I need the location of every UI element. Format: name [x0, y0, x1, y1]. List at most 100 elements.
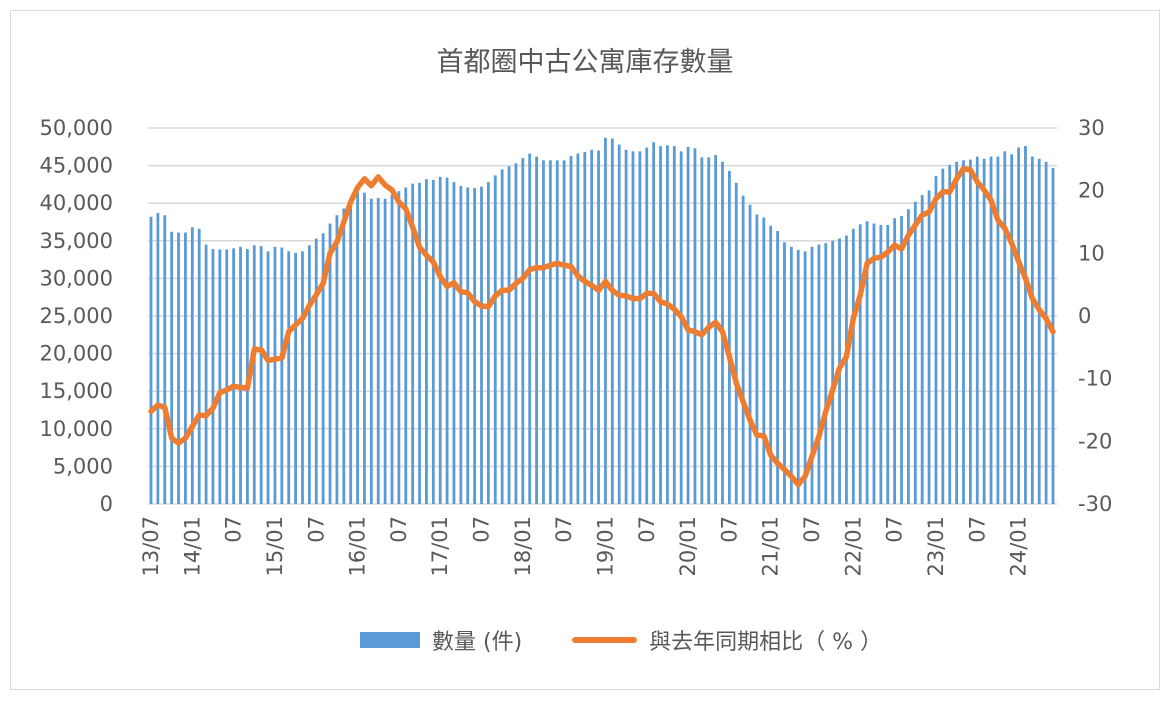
x-axis-tick-label: 20/01 [676, 516, 700, 577]
bar [301, 251, 304, 504]
bar [548, 160, 552, 504]
legend-bar-label: 數量 (件) [432, 630, 523, 655]
bar [583, 152, 587, 504]
legend-line-label: 與去年同期相比（ % ） [649, 630, 883, 655]
bar [803, 251, 807, 504]
bar [968, 159, 972, 505]
bar [411, 183, 415, 504]
bar [438, 176, 442, 504]
bar [755, 214, 759, 505]
bar [204, 244, 208, 504]
bar [445, 177, 449, 504]
bar [335, 215, 339, 504]
bar [163, 215, 167, 504]
x-axis-tick-label: 21/01 [759, 516, 783, 577]
bar [900, 215, 903, 504]
bar [1003, 151, 1007, 504]
bar [266, 251, 270, 504]
bar [920, 194, 924, 505]
bar [466, 187, 470, 504]
bar [714, 155, 718, 504]
bar [879, 225, 883, 504]
bar [913, 201, 917, 505]
x-axis-tick-label: 07 [800, 516, 824, 543]
bar [927, 190, 931, 504]
bar [693, 148, 697, 504]
bar [941, 168, 945, 504]
bar [349, 200, 353, 504]
bar [1017, 147, 1020, 504]
left-axis-tick-label: 45,000 [40, 154, 113, 178]
x-axis-tick-label: 15/01 [263, 516, 287, 577]
bar [645, 147, 649, 504]
x-axis-tick-label: 22/01 [841, 516, 865, 577]
bar [225, 249, 229, 504]
bar [528, 153, 532, 504]
x-axis-tick-label: 14/01 [180, 516, 204, 577]
bar [769, 225, 773, 504]
left-axis-tick-label: 5,000 [53, 454, 113, 478]
bar [638, 151, 642, 504]
bar [893, 218, 897, 505]
bar [232, 248, 236, 504]
bar [1024, 146, 1027, 504]
right-axis-tick-label: -20 [1078, 429, 1112, 453]
bar [376, 197, 380, 504]
bar [356, 191, 359, 505]
x-axis-tick-label: 07 [965, 516, 989, 543]
bar [314, 238, 318, 504]
yoy-line [148, 165, 1056, 488]
bar [486, 182, 490, 505]
bar [239, 246, 242, 505]
bar [727, 170, 731, 504]
left-axis-tick-label: 30,000 [40, 266, 113, 290]
bar [287, 251, 291, 504]
bar [390, 194, 394, 505]
left-axis-tick-label: 40,000 [40, 191, 113, 215]
bar [934, 176, 938, 505]
x-axis-tick-label: 07 [717, 516, 741, 543]
bar [624, 149, 628, 505]
bar [796, 249, 800, 504]
bar [679, 151, 683, 504]
x-axis-tick-label: 18/01 [511, 516, 535, 577]
bar [907, 209, 910, 504]
bar [480, 186, 483, 504]
bar [597, 150, 600, 504]
bar [273, 246, 277, 505]
bar [211, 249, 215, 504]
bar [542, 160, 545, 504]
x-axis-tick-label: 07 [883, 516, 907, 543]
bar [473, 188, 477, 504]
bar [975, 156, 979, 505]
bar [741, 195, 745, 504]
bar [459, 185, 463, 505]
bar [197, 228, 201, 504]
bar [252, 245, 256, 504]
x-axis-tick-label: 07 [387, 516, 411, 543]
chart-title: 首都圈中古公寓庫存數量 [436, 47, 734, 78]
bar [831, 240, 835, 505]
legend: 數量 (件) 與去年同期相比（ % ） [360, 624, 882, 656]
bar [369, 198, 373, 505]
bar [776, 231, 779, 505]
bar [418, 182, 421, 504]
left-axis-tick-label: 0 [100, 492, 113, 516]
bar [610, 138, 614, 504]
bar [328, 223, 332, 504]
bar [383, 198, 387, 505]
bar [948, 164, 952, 504]
x-axis-tick-label: 23/01 [924, 516, 948, 577]
x-axis-tick-label: 07 [470, 516, 494, 543]
bar [672, 146, 676, 504]
right-axis-tick-label: 0 [1078, 304, 1091, 328]
right-axis-tick-label: 30 [1078, 116, 1105, 140]
bar [783, 242, 786, 504]
bar [397, 191, 401, 504]
bar [1051, 167, 1055, 504]
x-axis-tick-label: 19/01 [593, 516, 617, 577]
bar [493, 175, 497, 504]
bar [259, 246, 263, 504]
bar [851, 228, 855, 504]
